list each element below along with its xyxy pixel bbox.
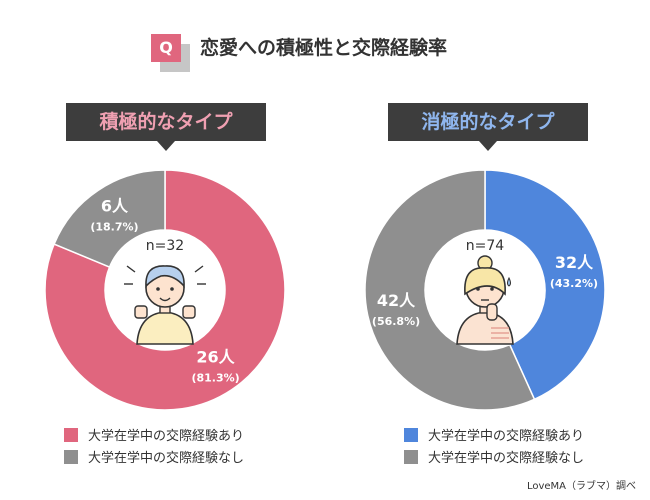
legend-right: 大学在学中の交際経験あり 大学在学中の交際経験なし <box>404 426 584 470</box>
slice-percent-label: (56.8%) <box>372 315 420 328</box>
legend-left: 大学在学中の交際経験あり 大学在学中の交際経験なし <box>64 426 244 470</box>
legend-swatch-pink <box>64 428 78 442</box>
legend-label: 大学在学中の交際経験あり <box>88 429 245 444</box>
legend-swatch-gray <box>404 450 418 464</box>
legend-item: 大学在学中の交際経験あり <box>404 426 584 448</box>
sample-size-label: n=74 <box>466 238 505 254</box>
legend-label: 大学在学中の交際経験あり <box>428 429 585 444</box>
slice-percent-label: (81.3%) <box>191 372 239 385</box>
q-badge: Q <box>151 34 181 62</box>
chart-title-passive: 消極的なタイプ <box>388 103 588 151</box>
thinking-person-icon <box>456 255 514 345</box>
slice-percent-label: (43.2%) <box>550 277 598 290</box>
slice-value-label: 42人 <box>377 291 416 310</box>
legend-label: 大学在学中の交際経験なし <box>88 451 245 466</box>
cheering-person-icon <box>124 265 206 345</box>
legend-swatch-gray <box>64 450 78 464</box>
slice-value-label: 6人 <box>101 196 129 215</box>
legend-swatch-blue <box>404 428 418 442</box>
slice-value-label: 26人 <box>196 348 235 367</box>
pie-slice <box>53 169 166 269</box>
page-title: 恋愛への積極性と交際経験率 <box>200 37 448 59</box>
pie-slice <box>364 169 536 411</box>
sample-size-label: n=32 <box>146 238 184 254</box>
legend-label: 大学在学中の交際経験なし <box>428 451 585 466</box>
chart-title-active: 積極的なタイプ <box>66 103 266 151</box>
legend-item: 大学在学中の交際経験あり <box>64 426 244 448</box>
source-note: LoveMA（ラブマ）調べ <box>526 481 636 492</box>
pie-slice <box>484 169 606 401</box>
slice-value-label: 32人 <box>555 253 594 272</box>
pie-slice <box>44 169 286 411</box>
legend-item: 大学在学中の交際経験なし <box>404 448 584 470</box>
slice-percent-label: (18.7%) <box>90 220 138 233</box>
legend-item: 大学在学中の交際経験なし <box>64 448 244 470</box>
